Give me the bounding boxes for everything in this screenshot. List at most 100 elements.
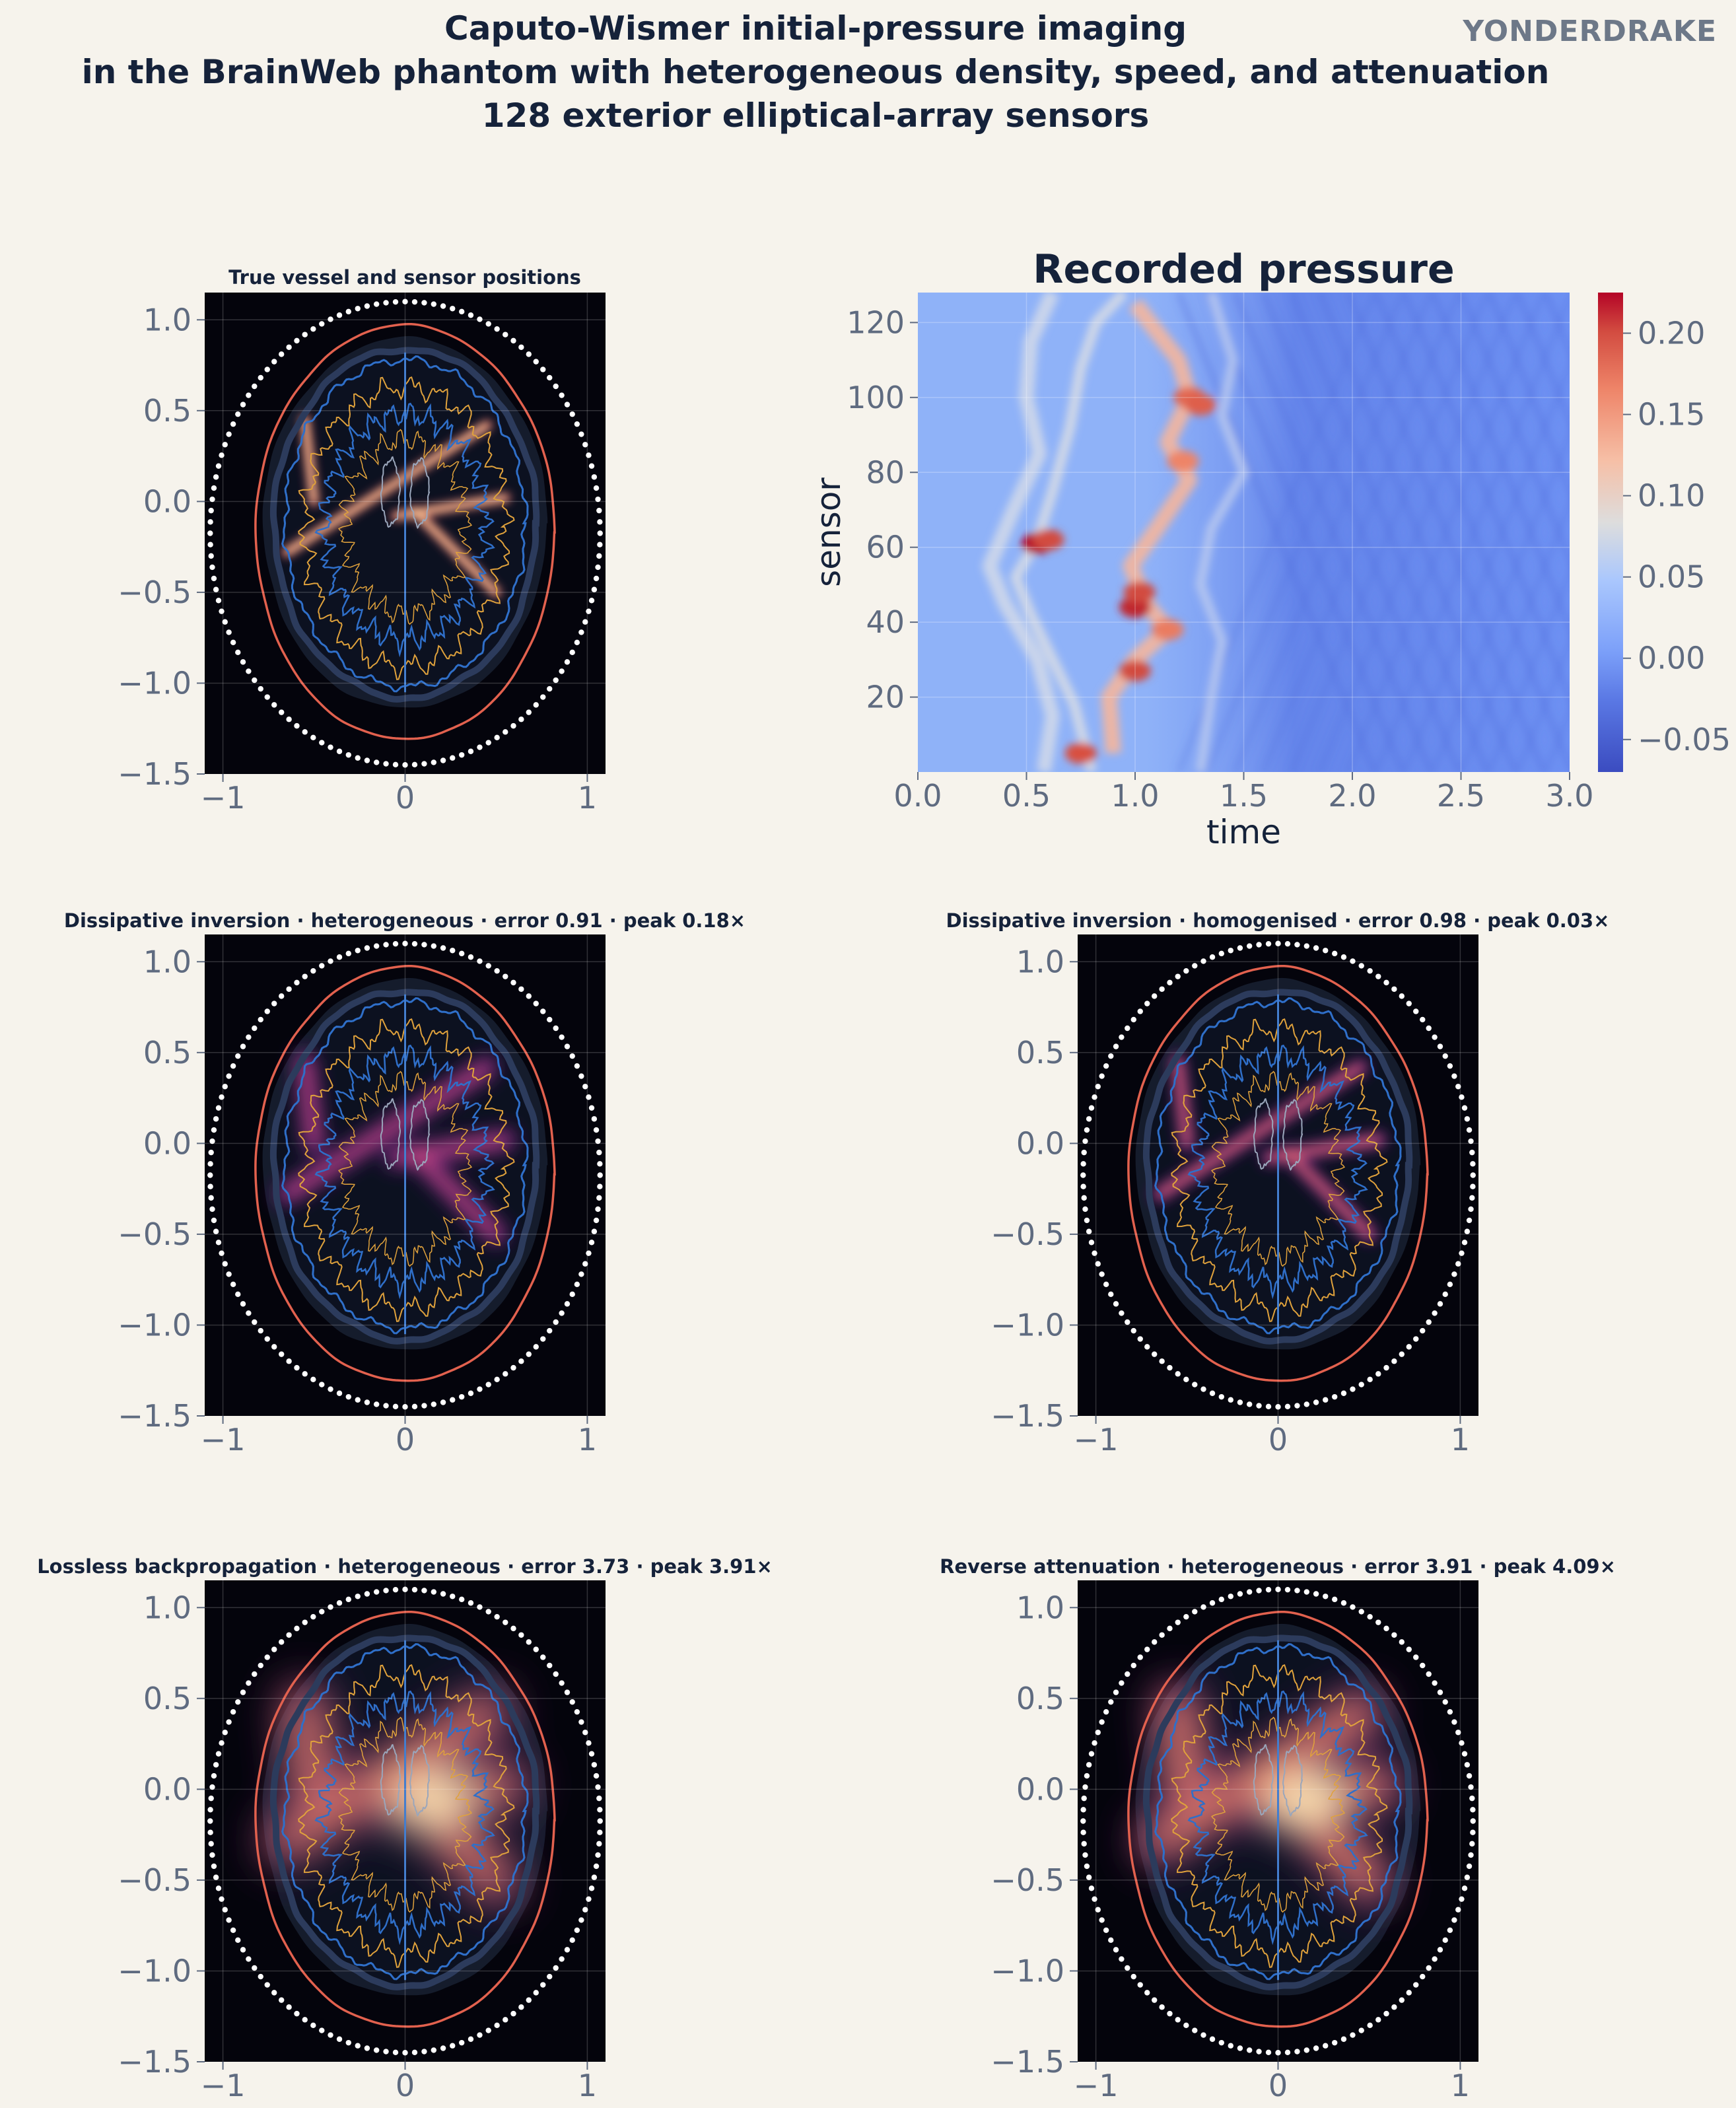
sensor-dot — [1420, 1327, 1426, 1334]
y-tick-label: −0.5 — [118, 1216, 191, 1252]
y-tick-label: −0.5 — [118, 575, 191, 610]
sensor-dot — [1383, 979, 1389, 986]
sensor-dot — [319, 740, 325, 746]
sensor-dot — [1159, 2004, 1165, 2010]
sensor-dot — [258, 685, 263, 692]
sensor-dot — [477, 744, 483, 750]
sensor-dot — [1082, 1138, 1088, 1144]
sensor-dot — [1464, 1874, 1471, 1880]
reverb-streak — [1373, 293, 1570, 772]
sensor-dot — [1426, 1319, 1432, 1325]
sensor-dot — [1246, 1401, 1253, 1407]
panel-title: Dissipative inversion · homogenised · er… — [946, 909, 1610, 932]
panel-title: True vessel and sensor positions — [228, 266, 581, 289]
sensor-dot — [450, 755, 456, 761]
sensor-dot — [336, 1390, 343, 1396]
deep-grey-contour — [337, 1716, 473, 1913]
sensor-dot — [240, 402, 246, 407]
sensor-dot — [582, 1730, 588, 1736]
sensor-dot — [1113, 1301, 1119, 1307]
sensor-dot — [1125, 1671, 1130, 1677]
sensor-dot — [593, 1863, 600, 1870]
sensor-dot — [258, 1016, 263, 1023]
sensor-dot — [240, 1689, 246, 1695]
sensor-dot — [1103, 1063, 1109, 1069]
sensor-dot — [1459, 1740, 1465, 1746]
sensor-dot — [392, 761, 399, 768]
sensor-dot — [1137, 1654, 1143, 1660]
sensor-dot — [211, 1863, 217, 1870]
y-tick-label: 20 — [866, 680, 905, 715]
sensor-dot — [1113, 1947, 1119, 1953]
sensor-dot — [213, 586, 219, 592]
y-tick-label: −1.0 — [118, 1953, 191, 1988]
sensor-dot — [1447, 1281, 1453, 1288]
sensor-dot — [559, 1034, 565, 1040]
pressure-peak — [1119, 660, 1151, 682]
sensor-dot — [1469, 1841, 1475, 1847]
sensor-dot — [1383, 1625, 1389, 1632]
sensor-dot — [1406, 1990, 1412, 1996]
sensor-dot — [1469, 1149, 1475, 1156]
sensor-dot — [1391, 986, 1397, 992]
sensor-dot — [264, 1336, 270, 1342]
sensor-dot — [1192, 2027, 1198, 2033]
sensor-dot — [271, 1001, 277, 1006]
grey-matter-contour — [1171, 1018, 1388, 1323]
y-tick-label: −1.5 — [990, 1398, 1064, 1434]
sensor-dot — [1399, 1351, 1405, 1357]
sensor-dot — [1080, 1818, 1086, 1824]
sensor-dot — [1228, 948, 1233, 954]
sensor-dot — [1461, 1105, 1468, 1111]
sensor-dot — [588, 598, 595, 604]
sensor-dot — [286, 986, 292, 992]
sensor-dot — [411, 2049, 418, 2056]
csf-contour — [1142, 1634, 1413, 1990]
sensor-dot — [226, 1719, 232, 1725]
sensor-dot — [1084, 1773, 1090, 1779]
sensor-dot — [591, 1228, 598, 1234]
sensor-dot — [533, 702, 539, 708]
sensor-dot — [569, 649, 575, 656]
x-tick-label: 2.0 — [1328, 778, 1376, 814]
sensor-dot — [518, 2004, 524, 2010]
sensor-dot — [458, 950, 465, 957]
sensor-dot — [595, 1138, 601, 1144]
y-tick-label: 0.5 — [143, 393, 191, 429]
reverb-streak — [1430, 430, 1570, 772]
sensor-dot — [485, 321, 491, 327]
sensor-dot — [310, 1376, 316, 1383]
sensor-dot — [1468, 1784, 1474, 1790]
sensor-dot — [458, 752, 465, 758]
sensor-dot — [440, 757, 446, 763]
deep-grey-contour — [337, 429, 473, 625]
sensor-dot — [1432, 1034, 1438, 1040]
panel-reverse: −1 0 1 1.0 0.5 0.0 −0.5 −1.0 −1.5 Reverse attenua… — [940, 1555, 1616, 2103]
sensor-dot — [510, 1625, 516, 1632]
sensor-dot — [1088, 1105, 1095, 1111]
sensor-dot — [510, 337, 516, 344]
colorbar-tick-label: 0.00 — [1638, 641, 1705, 676]
sensor-dot — [518, 1358, 524, 1364]
sensor-dot — [279, 1997, 285, 2003]
sensor-dot — [1218, 1596, 1225, 1603]
sensor-dot — [235, 1937, 241, 1944]
pressure-peak — [1184, 394, 1216, 416]
sensor-dot — [1323, 948, 1329, 954]
y-tick-label: −1.5 — [990, 2044, 1064, 2080]
sensor-dot — [431, 759, 437, 765]
sensor-dot — [222, 442, 228, 448]
sensor-dot — [1086, 1116, 1092, 1122]
sensor-dot — [1183, 967, 1189, 974]
sensor-dot — [240, 1301, 246, 1307]
sensor-dot — [595, 1784, 601, 1790]
sensor-dot — [1080, 1161, 1086, 1167]
sensor-dot — [1159, 1358, 1165, 1364]
sensor-dot — [1455, 1730, 1461, 1736]
sensor-dot — [302, 729, 308, 735]
sensor-dot — [503, 2017, 508, 2023]
sensor-dot — [246, 392, 252, 398]
white-matter-outer-contour — [281, 355, 529, 693]
sensor-dot — [207, 1161, 213, 1167]
reverb-streak — [1543, 293, 1570, 358]
